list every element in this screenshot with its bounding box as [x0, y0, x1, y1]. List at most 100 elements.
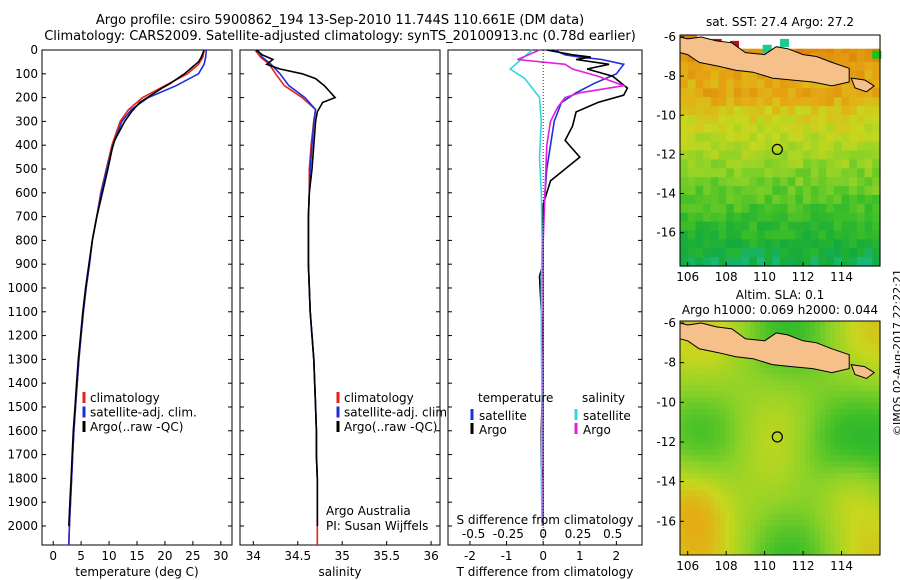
map-cell — [840, 543, 846, 550]
map-cell — [850, 478, 856, 486]
map-cell — [795, 132, 804, 143]
map-cell — [835, 502, 841, 509]
map-cell — [756, 177, 766, 187]
map-cell — [765, 514, 771, 521]
map-cell — [865, 496, 871, 503]
map-cell — [705, 379, 711, 386]
map-cell — [733, 177, 743, 187]
map-cell — [735, 408, 741, 416]
map-cell — [680, 52, 689, 63]
map-cell — [745, 549, 751, 556]
map-cell — [860, 402, 866, 410]
map-cell — [833, 88, 843, 98]
map-cell — [764, 88, 773, 98]
map-cell — [730, 514, 736, 521]
map-cell — [841, 221, 850, 232]
map-cell — [803, 168, 812, 178]
map-cell — [730, 443, 736, 451]
map-cell — [750, 549, 756, 556]
map-cell — [730, 549, 736, 556]
map-cell — [765, 496, 771, 503]
map-cell — [755, 484, 761, 492]
map-cell — [820, 484, 826, 492]
map-cell — [800, 420, 806, 427]
map-cell — [795, 549, 801, 556]
map-cell — [810, 194, 820, 205]
map-cell — [726, 257, 735, 267]
map-cell — [718, 115, 727, 125]
map-cell — [730, 467, 736, 474]
map-cell — [710, 141, 720, 152]
map-cell — [780, 397, 786, 404]
map-cell — [775, 367, 781, 375]
map-cell — [785, 461, 791, 468]
map-cell — [740, 525, 746, 533]
map-cell — [735, 467, 741, 474]
map-cell — [765, 397, 771, 404]
map-cell — [715, 420, 721, 427]
map-cell — [849, 115, 858, 125]
map-cell — [705, 420, 711, 427]
map-cell — [790, 496, 796, 503]
map-cell — [841, 186, 850, 196]
map-cell — [787, 150, 796, 160]
map-cell — [745, 321, 751, 328]
map-cell — [865, 473, 871, 480]
map-cell — [695, 177, 704, 187]
map-cell — [815, 549, 821, 556]
map-cell — [726, 97, 735, 107]
map-cell — [755, 321, 761, 328]
map-cell — [810, 397, 816, 404]
s-tick-label: 0 — [539, 527, 547, 541]
map-cell — [830, 514, 836, 521]
map-cell — [705, 525, 711, 533]
map-cell — [680, 97, 689, 107]
map-cell — [733, 239, 743, 249]
map-cell — [841, 248, 850, 258]
map-cell — [841, 115, 850, 125]
map-cell — [830, 443, 836, 451]
map-cell — [849, 194, 858, 205]
map-cell — [695, 449, 701, 457]
map-cell — [860, 484, 866, 492]
map-cell — [690, 373, 696, 380]
map-cell — [764, 257, 773, 267]
map-cell — [815, 373, 821, 380]
map-cell — [855, 332, 861, 340]
map-cell — [740, 326, 746, 334]
map-cell — [870, 332, 876, 340]
map-cell — [680, 508, 686, 515]
map-cell — [870, 537, 876, 544]
map-cell — [805, 455, 811, 462]
map-cell — [820, 514, 826, 521]
map-cell — [825, 519, 831, 527]
map-cell — [849, 248, 858, 258]
map-cell — [755, 432, 761, 439]
map-cell — [790, 414, 796, 421]
map-cell — [765, 537, 771, 544]
map-cell — [745, 432, 751, 439]
map-cell — [840, 467, 846, 474]
map-cell — [820, 432, 826, 439]
map-cell — [726, 141, 735, 152]
map-cell — [703, 230, 712, 240]
map-cell — [772, 203, 781, 214]
map-cell — [690, 443, 696, 451]
map-cell — [680, 490, 686, 497]
map-cell — [703, 239, 712, 249]
map-cell — [726, 115, 735, 125]
map-cell — [856, 132, 866, 143]
map-cell — [870, 402, 876, 410]
map-cell — [725, 519, 731, 527]
x-tick-label: 2 — [613, 549, 621, 563]
map-cell — [725, 379, 731, 386]
map-cell — [770, 408, 776, 416]
map-cell — [695, 194, 704, 205]
map-cell — [741, 186, 750, 196]
map-cell — [775, 432, 781, 439]
map-cell — [825, 414, 831, 421]
map-cell — [725, 502, 731, 509]
map-cell — [795, 508, 801, 515]
map-cell — [750, 385, 756, 392]
map-cell — [760, 408, 766, 416]
